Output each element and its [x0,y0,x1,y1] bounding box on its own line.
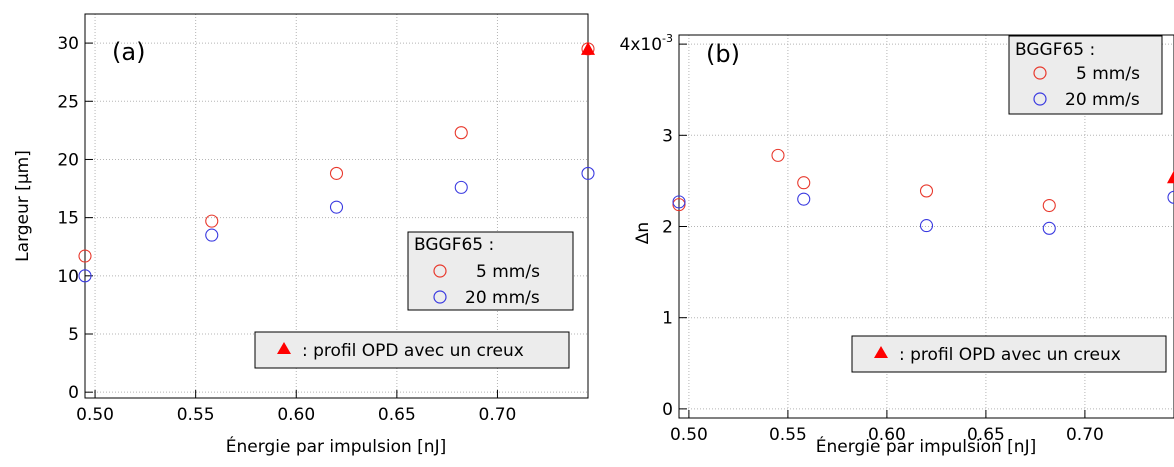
plot-frame-a [84,13,589,399]
y-tick-label-b: 0 [662,400,673,420]
data-point-20mms-b [1167,190,1174,204]
x-tick-label-b: 0.50 [670,425,708,445]
data-point-20mms-b [672,195,686,209]
data-point-20mms-b [919,219,934,233]
data-point-triangle-b [1167,170,1174,184]
data-point-20mms-a [329,200,344,214]
x-tick-label-b: 0.60 [868,425,906,445]
marks-a [78,41,595,283]
note-triangle-a [277,342,291,354]
x-tick-label-b: 0.70 [1066,425,1104,445]
ticks-b: 0.50 0.55 0.60 0.65 0.70 0 1 2 3 4x10-3 [620,32,1104,445]
legend-entry-5mms-a: 5 mm/s [476,262,540,282]
data-point-5mms-a [205,214,219,228]
x-axis-label-b: Énergie par impulsion [nJ] [816,435,1036,457]
x-tick-label-b: 0.65 [967,425,1005,445]
y-axis-label-a: Largeur [µm] [13,150,33,262]
data-point-5mms-b [797,176,811,190]
x-tick-label-a: 0.70 [479,405,517,425]
data-point-5mms-a [329,166,344,180]
note-text-b: : profil OPD avec un creux [899,345,1121,365]
data-point-5mms-b [771,148,785,162]
legend-box-a [407,231,574,311]
data-point-20mms-a [454,180,468,194]
legend-marker-5mms-a [433,264,447,278]
data-point-20mms-a [205,228,219,242]
chart-a: 0.50 0.55 0.60 0.65 0.70 0 5 10 15 20 25 30 (a) Éne… [13,13,595,457]
legend-marker-20mms-b [1033,92,1047,106]
y-tick-label-a: 0 [68,383,79,403]
y-tick-label-a: 30 [57,34,79,54]
note-box-b [851,335,1167,373]
data-point-5mms-b [672,198,686,212]
legend-marker-5mms-b [1033,66,1047,80]
data-point-5mms-a [454,126,468,140]
y-tick-label-a: 10 [57,267,79,287]
legend-a: BGGF65 : 5 mm/s 20 mm/s [407,231,574,311]
legend-marker-20mms-a [433,290,447,304]
y-tick-label-a: 20 [57,150,79,170]
y-tick-label-a: 15 [57,209,79,229]
x-tick-label-b: 0.55 [769,425,807,445]
grid-a [85,14,588,398]
marks-b [672,148,1174,235]
x-tick-label-a: 0.55 [177,405,215,425]
note-box-a [254,331,570,369]
y-tick-label-a: 5 [68,325,79,345]
x-tick-label-a: 0.60 [277,405,315,425]
data-point-5mms-b [1042,198,1056,213]
legend-entry-20mms-a: 20 mm/s [465,288,540,308]
legend-entry-5mms-b: 5 mm/s [1076,64,1140,84]
data-point-20mms-a [78,269,92,283]
legend-b: BGGF65 : 5 mm/s 20 mm/s [1008,35,1163,115]
note-b: : profil OPD avec un creux [851,335,1167,373]
data-point-20mms-a [581,166,595,180]
y-tick-label-b: 3 [662,126,673,146]
note-triangle-b [874,346,888,358]
x-tick-label-a: 0.50 [76,405,114,425]
x-tick-label-a: 0.65 [378,405,416,425]
x-axis-label-a: Énergie par impulsion [nJ] [226,435,446,457]
chart-b: 0.50 0.55 0.60 0.65 0.70 0 1 2 3 4x10-3 (b) Énerg… [620,32,1174,457]
data-point-5mms-b [919,184,934,198]
note-text-a: : profil OPD avec un creux [302,341,524,361]
y-tick-label-b: 1 [662,309,673,329]
data-point-20mms-b [797,192,811,206]
y-tick-label-b: 4x10-3 [620,32,673,55]
legend-title-b: BGGF65 : [1015,40,1095,60]
y-tick-label-b: 2 [662,218,673,238]
legend-entry-20mms-b: 20 mm/s [1065,90,1140,110]
ticks-a: 0.50 0.55 0.60 0.65 0.70 0 5 10 15 20 25 30 [57,34,516,425]
y-tick-label-a: 25 [57,92,79,112]
legend-title-a: BGGF65 : [414,235,494,255]
data-point-triangle-a [581,41,595,55]
data-point-5mms-a [78,249,92,263]
note-a: : profil OPD avec un creux [254,331,570,369]
panel-label-b: (b) [706,40,740,68]
y-axis-label-b: Δn [633,222,653,244]
panel-label-a: (a) [112,38,145,66]
data-point-20mms-b [1042,221,1056,235]
